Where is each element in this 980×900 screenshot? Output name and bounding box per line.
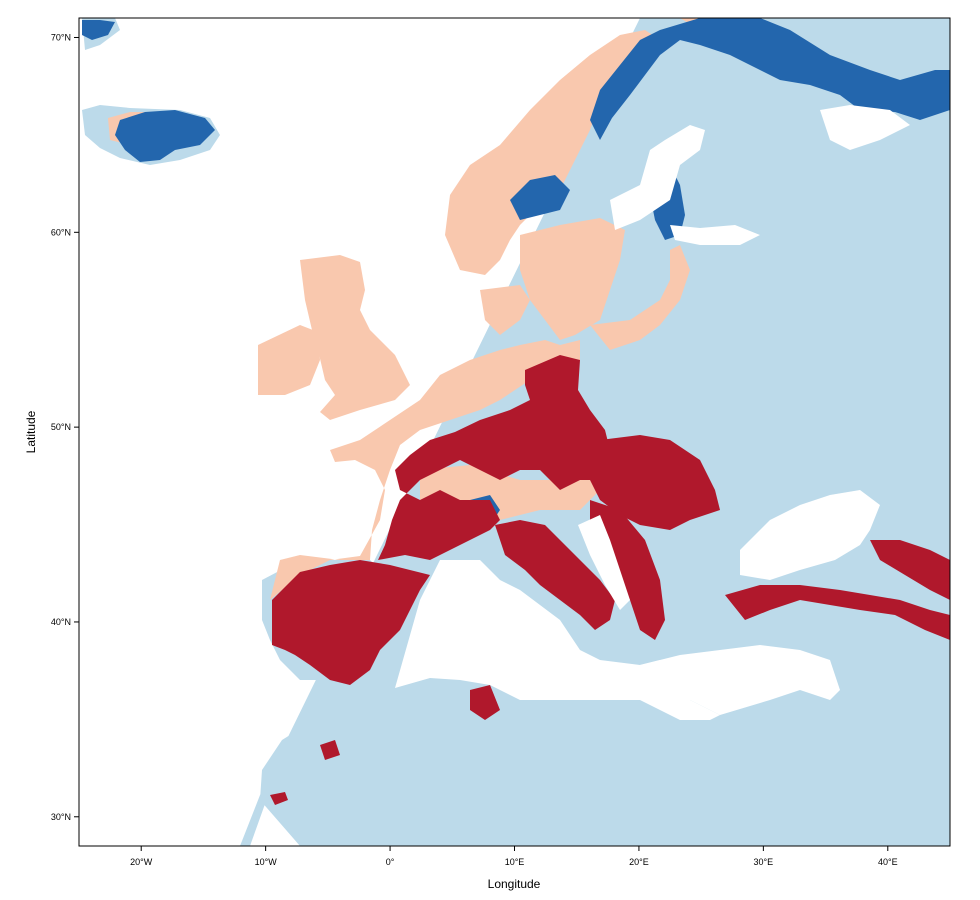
y-tick-label: 70°N bbox=[51, 32, 71, 42]
anatolia-north bbox=[725, 585, 950, 640]
morocco-red bbox=[320, 740, 340, 760]
balkans bbox=[590, 500, 665, 640]
iceland-blue bbox=[115, 110, 215, 162]
greenland-blue bbox=[82, 20, 115, 40]
denmark bbox=[480, 285, 530, 335]
baltic-sea bbox=[610, 125, 705, 230]
x-tick-label: 30°E bbox=[754, 857, 774, 867]
x-tick-label: 0° bbox=[386, 857, 395, 867]
y-tick-label: 60°N bbox=[51, 227, 71, 237]
caucasus bbox=[870, 540, 950, 600]
y-tick-label: 50°N bbox=[51, 422, 71, 432]
baltics bbox=[590, 245, 690, 350]
black-sea bbox=[740, 490, 880, 580]
y-tick-label: 40°N bbox=[51, 617, 71, 627]
x-tick-label: 20°W bbox=[130, 857, 153, 867]
great-britain bbox=[300, 255, 410, 420]
carpathians bbox=[590, 435, 720, 530]
x-tick-label: 40°E bbox=[878, 857, 898, 867]
norway-south-mountains bbox=[510, 175, 570, 220]
sweden-south bbox=[520, 218, 625, 340]
y-axis-title: Latitude bbox=[24, 410, 38, 453]
gulf-of-finland bbox=[670, 225, 760, 245]
central-europe bbox=[378, 355, 615, 560]
x-axis-ticks: 20°W 10°W 0° 10°E 20°E 30°E 40°E bbox=[130, 846, 898, 867]
y-tick-label: 30°N bbox=[51, 812, 71, 822]
ireland bbox=[258, 325, 320, 395]
adriatic bbox=[578, 515, 630, 610]
x-tick-label: 10°W bbox=[255, 857, 278, 867]
north-africa-red bbox=[470, 685, 500, 720]
mediterranean-west bbox=[395, 560, 720, 720]
x-tick-label: 10°E bbox=[505, 857, 525, 867]
mediterranean-east bbox=[640, 645, 840, 715]
white-sea bbox=[820, 105, 910, 150]
x-tick-label: 20°E bbox=[629, 857, 649, 867]
y-axis-ticks: 30°N 40°N 50°N 60°N 70°N bbox=[51, 32, 79, 822]
italy bbox=[495, 520, 615, 630]
iberia bbox=[272, 560, 430, 685]
x-axis-title: Longitude bbox=[488, 877, 541, 891]
morocco-south-red bbox=[270, 792, 288, 805]
map-layers bbox=[82, 18, 950, 846]
